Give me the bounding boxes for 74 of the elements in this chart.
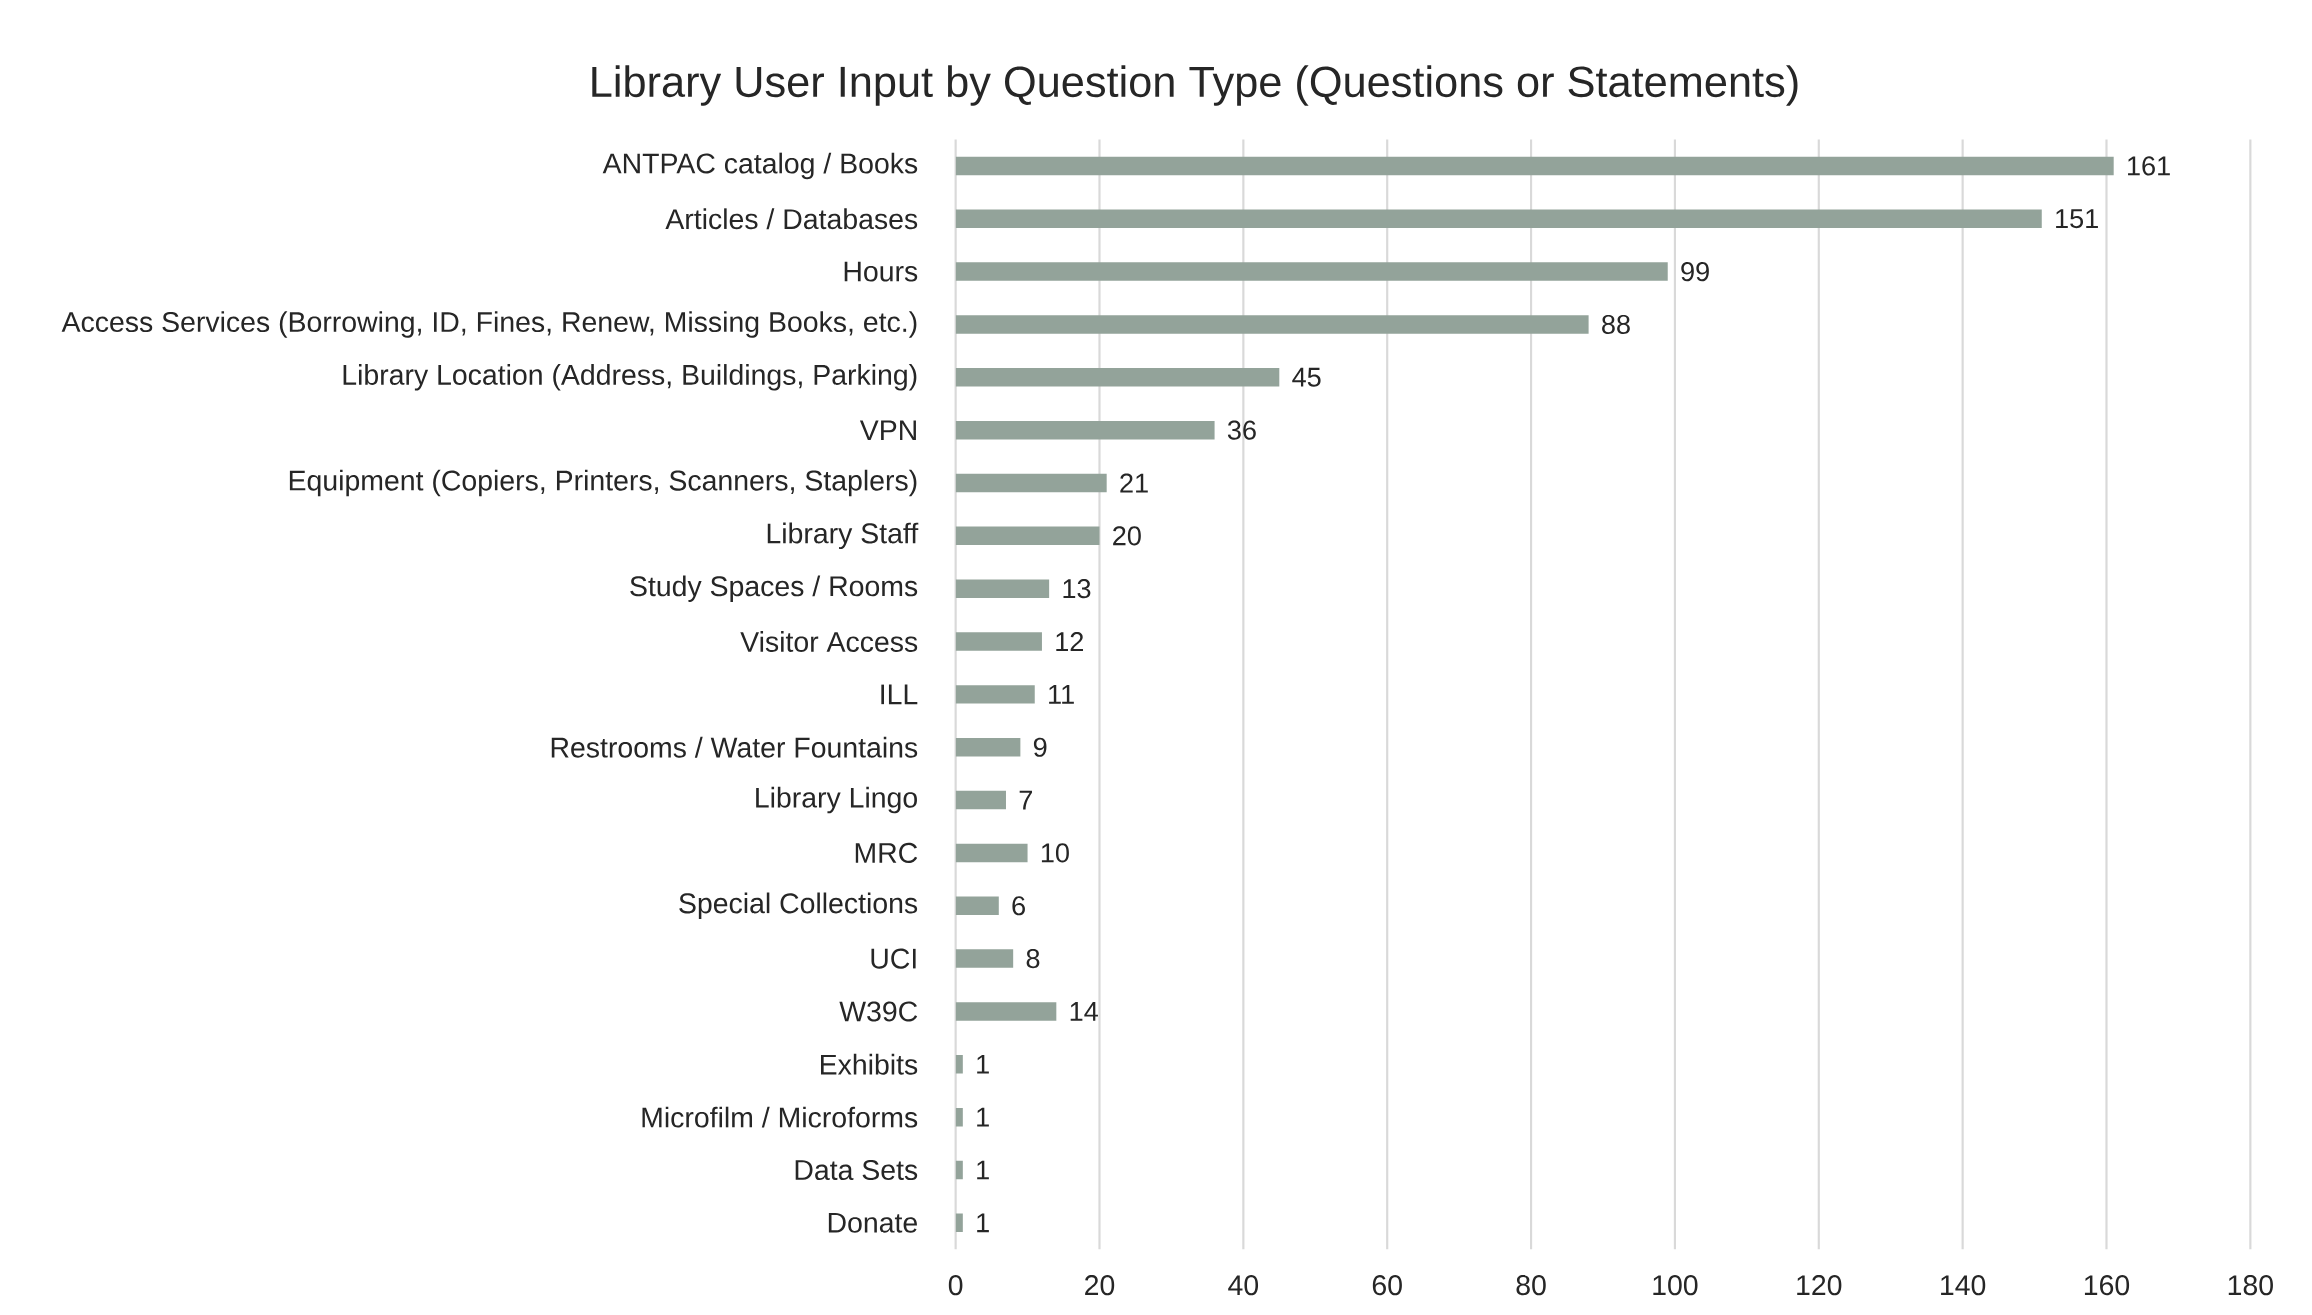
bar [955, 526, 1100, 546]
bar [955, 1213, 963, 1233]
data-label: 7 [1019, 790, 1032, 810]
y-tick-label: VPN [859, 420, 916, 441]
bar [955, 209, 2042, 229]
y-tick-label: Special Collections [679, 892, 918, 920]
bar [955, 156, 2114, 176]
bar [955, 1160, 963, 1180]
data-label: 99 [1681, 262, 1709, 282]
x-tick-label: 40 [1228, 1275, 1259, 1296]
bar [955, 368, 1280, 387]
bar [955, 790, 1006, 810]
x-tick-label: 100 [1653, 1275, 1698, 1296]
bar [955, 632, 1042, 651]
x-tick-label: 160 [2084, 1275, 2130, 1296]
data-label: 151 [2056, 209, 2098, 229]
data-label: 20 [1113, 526, 1141, 546]
y-tick-label: ANTPAC catalog / Books [602, 152, 918, 180]
bar [955, 1055, 963, 1074]
bar [955, 315, 1589, 334]
y-tick-label: Study Spaces / Rooms [630, 575, 918, 603]
data-label: 8 [1026, 949, 1040, 969]
data-label: 13 [1063, 579, 1091, 599]
bar [955, 896, 999, 916]
y-tick-label: MRC [855, 842, 918, 864]
y-tick-label: Microfilm / Microforms [642, 1106, 918, 1128]
x-tick-label: 80 [1516, 1275, 1546, 1296]
data-label: 10 [1041, 843, 1069, 863]
x-tick-label: 120 [1797, 1275, 1842, 1296]
y-tick-label: Library Staff [767, 522, 919, 550]
y-tick-label: Data Sets [795, 1160, 918, 1181]
bar [955, 579, 1050, 599]
data-label: 1 [977, 1213, 989, 1233]
data-label: 14 [1070, 1002, 1098, 1021]
y-tick-label: Donate [828, 1213, 917, 1233]
x-tick-label: 20 [1085, 1275, 1115, 1296]
y-tick-label: W39C [839, 1001, 918, 1022]
data-label: 45 [1292, 367, 1321, 387]
y-tick-label: Restrooms / Water Fountains [551, 736, 918, 758]
y-tick-label: ILL [881, 684, 918, 705]
data-label: 1 [977, 1055, 989, 1074]
data-label: 88 [1602, 315, 1630, 335]
bar [955, 1002, 1057, 1021]
y-tick-label: Hours [844, 261, 918, 282]
data-label: 21 [1120, 473, 1148, 493]
y-tick-label: Visitor Access [740, 631, 918, 653]
y-tick-label: UCI [871, 948, 916, 969]
y-tick-label: Equipment (Copiers, Printers, Scanners, Staplers) [289, 469, 917, 497]
data-label: 36 [1227, 420, 1256, 440]
data-label: 161 [2128, 156, 2170, 176]
y-tick-label: Library Location (Address, Buildings, Parking) [343, 364, 917, 391]
data-label: 6 [1012, 896, 1025, 916]
data-label: 9 [1033, 737, 1047, 757]
bar [955, 949, 1014, 968]
x-tick-label: 140 [1941, 1275, 1986, 1296]
x-tick-label: 180 [2228, 1275, 2273, 1296]
bar [955, 473, 1107, 493]
data-label: 12 [1056, 632, 1084, 652]
bar [955, 262, 1668, 281]
y-tick-label: Articles / Databases [665, 208, 918, 230]
y-tick-label: Exhibits [821, 1053, 918, 1075]
x-tick-label: 60 [1372, 1275, 1402, 1296]
bar [955, 843, 1028, 863]
data-label: 11 [1049, 685, 1074, 704]
data-label: 1 [977, 1107, 989, 1127]
bar [955, 421, 1215, 440]
bar [955, 1108, 963, 1127]
chart-title: Library User Input by Question Type (Questions or Statements) [592, 65, 1798, 106]
y-tick-label: Library Lingo [756, 786, 917, 814]
bar [955, 738, 1021, 757]
x-tick-label: 0 [948, 1275, 963, 1296]
bar [955, 685, 1035, 704]
data-label: 1 [977, 1160, 989, 1180]
y-tick-label: Access Services (Borrowing, ID, Fines, Renew, Missing Books, etc.) [61, 311, 917, 338]
